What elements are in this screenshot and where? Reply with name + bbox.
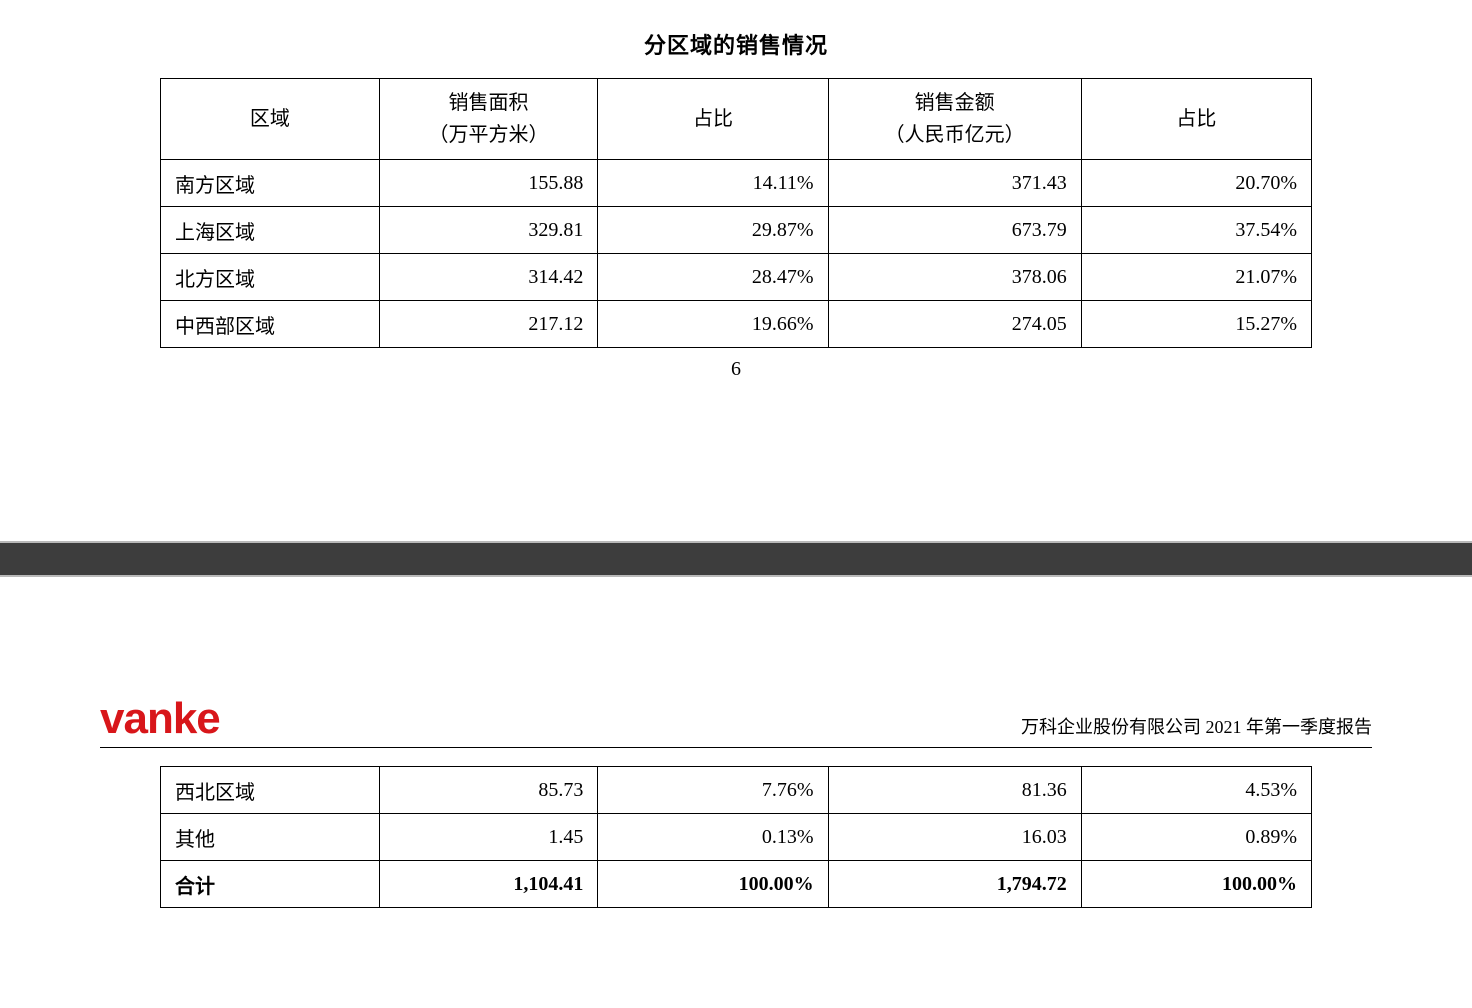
table-header-row: 区域 销售面积 （万平方米） 占比 销售金额 （人民币亿元） 占比: [161, 79, 1312, 160]
sales-table-bottom-wrap: 西北区域85.737.76%81.364.53%其他1.450.13%16.03…: [0, 766, 1472, 908]
table-row: 西北区域85.737.76%81.364.53%: [161, 767, 1312, 814]
table-row: 北方区域314.4228.47%378.0621.07%: [161, 254, 1312, 301]
col-area-header-line2: （万平方米）: [429, 124, 549, 146]
cell-pct1: 7.76%: [598, 767, 828, 814]
cell-amount: 81.36: [828, 767, 1081, 814]
table-row: 其他1.450.13%16.030.89%: [161, 814, 1312, 861]
cell-amount: 1,794.72: [828, 861, 1081, 908]
col-pct2-header: 占比: [1081, 79, 1311, 160]
cell-pct2: 20.70%: [1081, 160, 1311, 207]
sales-table-top: 区域 销售面积 （万平方米） 占比 销售金额 （人民币亿元） 占比 南方区域15…: [160, 78, 1312, 348]
sales-table-bottom: 西北区域85.737.76%81.364.53%其他1.450.13%16.03…: [160, 766, 1312, 908]
cell-pct1: 100.00%: [598, 861, 828, 908]
cell-area: 1.45: [379, 814, 598, 861]
cell-pct2: 4.53%: [1081, 767, 1311, 814]
col-region-header: 区域: [161, 79, 380, 160]
cell-region: 合计: [161, 861, 380, 908]
cell-amount: 16.03: [828, 814, 1081, 861]
page-top: 分区域的销售情况 区域 销售面积 （万平方米） 占比 销售金额 （人民币亿元）: [0, 0, 1472, 421]
cell-region: 上海区域: [161, 207, 380, 254]
cell-area: 155.88: [379, 160, 598, 207]
col-area-header: 销售面积 （万平方米）: [379, 79, 598, 160]
cell-pct2: 15.27%: [1081, 301, 1311, 348]
cell-amount: 673.79: [828, 207, 1081, 254]
table-row: 中西部区域217.1219.66%274.0515.27%: [161, 301, 1312, 348]
cell-pct1: 29.87%: [598, 207, 828, 254]
page-gap-bar: [0, 541, 1472, 577]
table-title: 分区域的销售情况: [0, 0, 1472, 78]
cell-amount: 274.05: [828, 301, 1081, 348]
cell-amount: 378.06: [828, 254, 1081, 301]
cell-pct2: 37.54%: [1081, 207, 1311, 254]
cell-area: 217.12: [379, 301, 598, 348]
cell-region: 其他: [161, 814, 380, 861]
page-gap-outer: [0, 421, 1472, 657]
sales-table-top-wrap: 区域 销售面积 （万平方米） 占比 销售金额 （人民币亿元） 占比 南方区域15…: [0, 78, 1472, 348]
cell-area: 1,104.41: [379, 861, 598, 908]
report-title-label: 万科企业股份有限公司 2021 年第一季度报告: [1021, 713, 1372, 743]
cell-region: 北方区域: [161, 254, 380, 301]
cell-area: 314.42: [379, 254, 598, 301]
cell-pct1: 0.13%: [598, 814, 828, 861]
page-bottom: vanke 万科企业股份有限公司 2021 年第一季度报告 西北区域85.737…: [0, 697, 1472, 908]
table-row: 南方区域155.8814.11%371.4320.70%: [161, 160, 1312, 207]
cell-pct1: 28.47%: [598, 254, 828, 301]
col-amount-header: 销售金额 （人民币亿元）: [828, 79, 1081, 160]
table-row: 合计1,104.41100.00%1,794.72100.00%: [161, 861, 1312, 908]
cell-region: 西北区域: [161, 767, 380, 814]
vanke-logo: vanke: [100, 697, 220, 743]
page-header: vanke 万科企业股份有限公司 2021 年第一季度报告: [100, 697, 1372, 748]
col-amount-header-line1: 销售金额: [915, 92, 995, 114]
cell-amount: 371.43: [828, 160, 1081, 207]
col-amount-header-line2: （人民币亿元）: [885, 124, 1025, 146]
table-row: 上海区域329.8129.87%673.7937.54%: [161, 207, 1312, 254]
cell-pct2: 21.07%: [1081, 254, 1311, 301]
cell-area: 85.73: [379, 767, 598, 814]
col-pct1-header: 占比: [598, 79, 828, 160]
cell-region: 南方区域: [161, 160, 380, 207]
cell-pct1: 19.66%: [598, 301, 828, 348]
cell-pct1: 14.11%: [598, 160, 828, 207]
page-number: 6: [0, 348, 1472, 421]
cell-pct2: 100.00%: [1081, 861, 1311, 908]
cell-area: 329.81: [379, 207, 598, 254]
cell-pct2: 0.89%: [1081, 814, 1311, 861]
cell-region: 中西部区域: [161, 301, 380, 348]
col-area-header-line1: 销售面积: [449, 92, 529, 114]
